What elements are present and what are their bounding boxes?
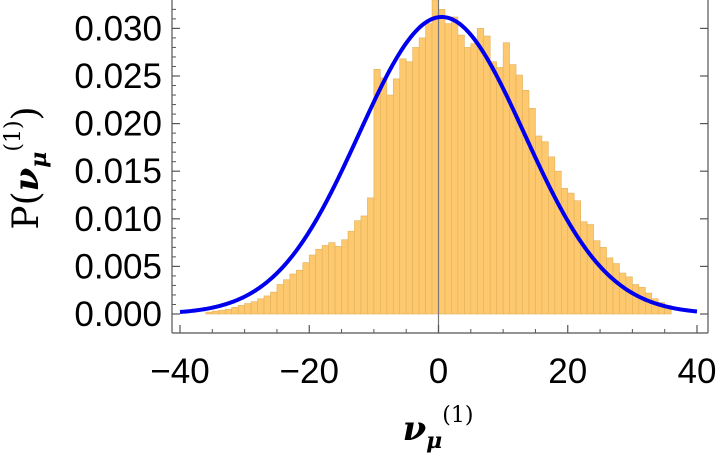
histogram-bar: [625, 276, 633, 315]
histogram-bar: [276, 284, 284, 315]
histogram-bar: [522, 89, 530, 315]
y-tick-label: 0.015: [74, 152, 162, 191]
histogram-bars: [205, 0, 672, 315]
gaussian-fit-curve: [179, 14, 698, 315]
histogram-bar: [606, 257, 614, 315]
y-axis-ticks: 0.000 0.005 0.010 0.015 0.020 0.025 0.030: [74, 8, 708, 334]
histogram-bar: [341, 239, 349, 315]
histogram-bar: [392, 78, 401, 315]
x-tick-label: 0: [429, 352, 448, 391]
histogram-bar: [612, 263, 620, 315]
histogram-bar: [496, 67, 504, 315]
histogram-bar: [548, 156, 556, 315]
histogram-bar: [212, 310, 220, 315]
histogram-bar: [334, 246, 342, 315]
histogram-bar: [451, 16, 459, 315]
histogram-bar: [237, 305, 245, 315]
y-tick-label: 0.000: [74, 295, 162, 334]
histogram-bar: [367, 197, 375, 315]
x-tick-label: 20: [548, 352, 587, 391]
histogram-bar: [405, 61, 413, 315]
y-axis-label: P(νμ(1)): [1, 106, 52, 229]
histogram-bar: [296, 269, 304, 315]
histogram-bar: [360, 215, 368, 315]
histogram-bar: [347, 230, 355, 315]
histogram-bar: [354, 220, 362, 315]
histogram-bar: [431, 0, 439, 315]
histogram-bar: [205, 311, 213, 315]
histogram-bar: [457, 34, 465, 315]
histogram-bar: [250, 301, 258, 315]
histogram-bar: [586, 224, 594, 315]
histogram-bar: [308, 254, 317, 315]
histogram-bar: [444, 23, 452, 315]
histogram-bar: [515, 74, 523, 315]
histogram-bar: [399, 58, 407, 315]
histogram-bar: [270, 291, 278, 315]
histogram-bar: [328, 242, 336, 315]
y-tick-label: 0.030: [74, 9, 162, 48]
plot-frame: [171, 0, 709, 334]
histogram-bar: [593, 240, 601, 315]
histogram-bar: [257, 298, 265, 315]
y-tick-label: 0.025: [74, 57, 162, 96]
histogram-bar: [289, 273, 297, 315]
histogram-bar: [412, 47, 420, 315]
histogram-bar: [567, 192, 575, 315]
histogram-bar: [315, 248, 323, 315]
histogram-bar: [386, 94, 394, 315]
histogram-bar: [580, 221, 588, 315]
histogram-bar: [619, 272, 627, 315]
histogram-bar: [218, 309, 226, 315]
y-tick-label: 0.020: [74, 105, 162, 144]
histogram-bar: [425, 23, 433, 315]
histogram-bar: [263, 295, 271, 315]
x-tick-label: −40: [150, 352, 209, 391]
histogram-bar: [438, 9, 446, 315]
histogram-bar: [554, 170, 562, 315]
histogram-bar: [231, 307, 239, 315]
histogram-bar: [380, 77, 388, 315]
histogram-bar: [502, 42, 510, 315]
histogram-bar: [321, 245, 329, 315]
x-axis-ticks: −40 −20 0 20 40: [150, 325, 716, 391]
histogram-bar: [573, 200, 581, 315]
histogram-bar: [302, 262, 310, 315]
histogram-bar: [599, 247, 607, 315]
histogram-bar: [283, 279, 291, 315]
histogram-bar: [632, 284, 640, 315]
histogram-bar: [418, 37, 426, 315]
histogram-bar: [476, 28, 485, 315]
histogram-bar: [541, 141, 549, 315]
histogram-bar: [483, 35, 491, 315]
histogram-bar: [528, 108, 536, 315]
histogram-bar: [224, 308, 233, 315]
x-tick-label: −20: [280, 352, 339, 391]
histogram-bar: [464, 47, 472, 315]
histogram-bar: [489, 61, 497, 315]
histogram-bar: [373, 69, 381, 315]
y-tick-label: 0.010: [74, 200, 162, 239]
histogram-bar: [244, 303, 252, 315]
y-tick-label: 0.005: [74, 247, 162, 286]
histogram-bar: [470, 43, 478, 315]
x-axis-label: νμ(1): [403, 403, 474, 454]
x-tick-label: 40: [678, 352, 717, 391]
